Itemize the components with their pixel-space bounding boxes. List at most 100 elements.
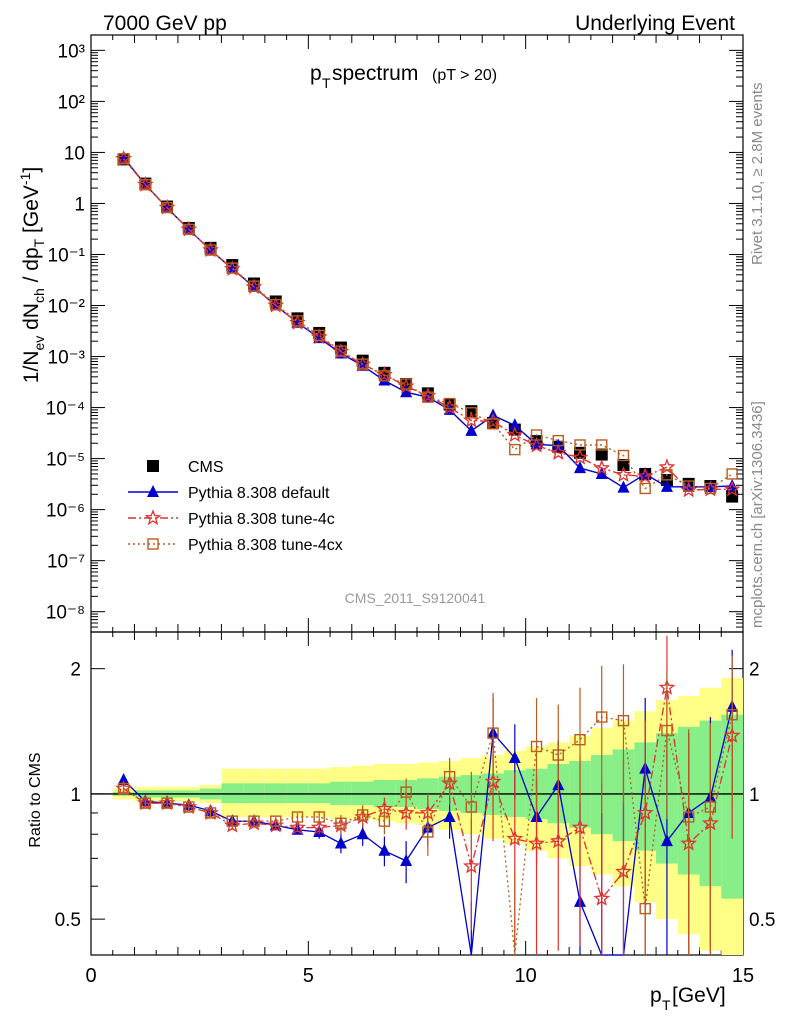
- main-series-point: [615, 466, 632, 482]
- main-series-point: [117, 153, 130, 165]
- main-series-point: [443, 397, 456, 410]
- y-tick-label: 10⁻¹: [48, 245, 86, 266]
- legend-label: CMS: [188, 459, 224, 476]
- ratio-series-point: [528, 834, 545, 851]
- ratio-series-point: [571, 818, 589, 835]
- ratio-series-point: [508, 750, 521, 763]
- main-series-point: [509, 443, 521, 456]
- main-series-point: [422, 391, 434, 403]
- y-tick-label: 10⁻⁸: [46, 603, 85, 624]
- ratio-series-line: [123, 714, 733, 956]
- main-series-point: [183, 223, 195, 236]
- ratio-y-tick-label-right: 0.5: [749, 910, 775, 931]
- ratio-y-tick-label: 2: [70, 660, 81, 681]
- ratio-series-point: [617, 714, 630, 727]
- main-series-point: [226, 262, 238, 274]
- main-series-point: [270, 298, 282, 311]
- ratio-series-point: [506, 830, 524, 846]
- x-tick-label: 5: [303, 965, 314, 987]
- legend-label: Pythia 8.308 tune-4cx: [188, 537, 343, 554]
- main-series-line: [123, 158, 733, 491]
- y-tick-label: 10: [64, 143, 85, 164]
- main-series-point: [465, 423, 478, 436]
- main-panel: 10⁻⁸ 10⁻⁷ 10⁻⁶ 10⁻⁵ 10⁻⁴ 10⁻³ 10⁻² 10⁻¹ 1 10 10² 10…: [46, 34, 744, 633]
- ratio-series-point: [615, 862, 632, 879]
- header-left: 7000 GeV pp: [103, 12, 227, 35]
- plot-title-p: p: [310, 62, 322, 85]
- ratio-series-point: [552, 749, 564, 761]
- main-series-point: [617, 449, 630, 462]
- ratio-series-point: [161, 797, 173, 809]
- main-series-point: [636, 467, 654, 484]
- main-series-point: [574, 439, 586, 451]
- ratio-series-point: [400, 853, 413, 866]
- plot-title-rest: spectrum: [332, 62, 418, 85]
- plot-title-small: (pT > 20): [432, 67, 497, 84]
- ratio-y-tick-label-right: 1: [749, 785, 760, 806]
- svg-text:T: T: [662, 997, 671, 1013]
- svg-text:1/Nev dNch / dpT [GeV-1]: 1/Nev dNch / dpT [GeV-1]: [17, 167, 47, 383]
- main-series-point: [400, 378, 412, 390]
- legend-label: Pythia 8.308 default: [188, 485, 330, 502]
- rivet-label: Rivet 3.1.10, ≥ 2.8M events: [749, 83, 766, 266]
- main-series-point: [639, 466, 652, 479]
- main-series-point: [574, 461, 586, 474]
- ratio-series-point: [378, 815, 391, 827]
- legend: CMS Pythia 8.308 default Pythia 8.308 tune…: [128, 459, 343, 554]
- main-series-point: [530, 429, 543, 441]
- ratio-series-point: [356, 827, 369, 840]
- y-tick-label: 10⁻²: [48, 297, 86, 318]
- ratio-series-point: [443, 770, 456, 783]
- main-series-point: [596, 439, 608, 451]
- main-series-point: [528, 436, 545, 453]
- legend-label: Pythia 8.308 tune-4c: [188, 511, 335, 528]
- ratio-y-tick-label: 0.5: [55, 910, 81, 931]
- main-series-point: [313, 329, 325, 342]
- ratio-series-point: [204, 807, 217, 819]
- ratio-y-tick-label-right: 2: [749, 660, 760, 681]
- ratio-series-point: [117, 782, 130, 795]
- main-series-point: [723, 480, 741, 497]
- main-series-point: [204, 244, 217, 256]
- ratio-series-point: [183, 801, 195, 813]
- main-series-point: [682, 480, 695, 492]
- ratio-series-point: [704, 801, 717, 813]
- main-series-point: [593, 459, 611, 476]
- ratio-series-point: [465, 801, 478, 813]
- ratio-series-point: [226, 815, 238, 827]
- main-ylabel: 1/Nev dNch / dpT [GeV-1]: [17, 167, 47, 383]
- ratio-series-point: [682, 811, 695, 823]
- main-series-point: [506, 426, 524, 443]
- main-series-point: [595, 448, 608, 461]
- main-series-point: [378, 373, 391, 386]
- main-series-point: [660, 479, 673, 492]
- plot-title: p T spectrum (pT > 20): [310, 62, 497, 91]
- main-series-line: [123, 157, 733, 489]
- main-series-point: [704, 482, 717, 495]
- ratio-series-point: [117, 773, 130, 786]
- ratio-panel: 0 5 10 15 0.5 0.5 1 1 2 2: [55, 631, 775, 987]
- main-series-point: [549, 443, 567, 460]
- main-series-point: [617, 458, 630, 471]
- ratio-series-point: [463, 857, 480, 874]
- ratio-series-point: [313, 811, 325, 823]
- analysis-id: CMS_2011_S9120041: [345, 590, 486, 606]
- main-series-point: [291, 315, 304, 327]
- ratio-series-point: [661, 724, 673, 737]
- x-tick-label: 10: [515, 965, 537, 987]
- ratio-series-point: [139, 797, 152, 809]
- main-series-point: [508, 418, 521, 431]
- y-tick-label: 10⁻³: [48, 348, 86, 369]
- ratio-series-point: [289, 818, 306, 835]
- x-tick-label: 0: [85, 965, 96, 987]
- ratio-series-point: [291, 811, 304, 823]
- main-series-line: [123, 158, 733, 490]
- main-series-point: [335, 345, 347, 357]
- ratio-series-point: [639, 902, 651, 915]
- ratio-series-point: [310, 818, 328, 835]
- legend-marker: [144, 509, 162, 526]
- svg-text:p: p: [650, 984, 662, 1007]
- ratio-series-point: [356, 809, 369, 821]
- ratio-series-point: [660, 834, 673, 847]
- legend-marker: [147, 538, 159, 550]
